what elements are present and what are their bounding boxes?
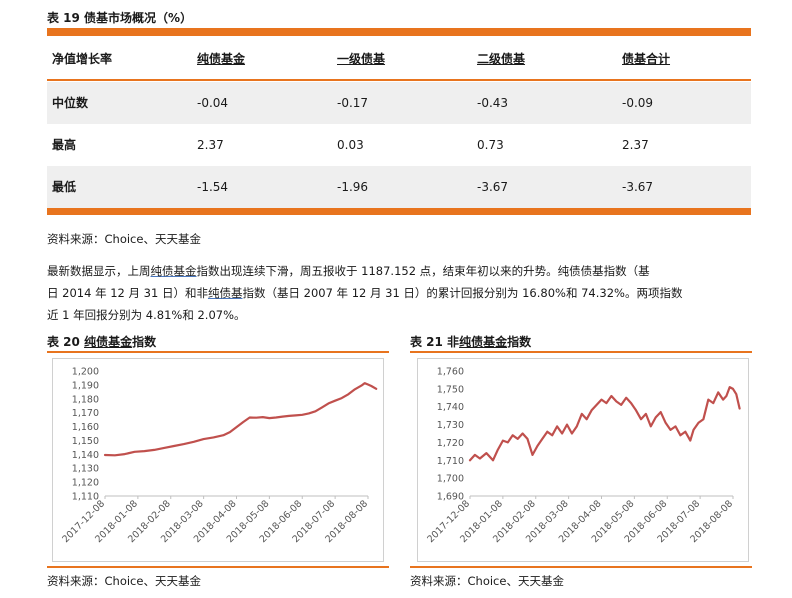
table-cell: -0.04 — [197, 96, 229, 110]
chart-title-text: 指数 — [507, 335, 532, 349]
series-line — [468, 386, 741, 462]
table-row: 中位数 -0.04 -0.17 -0.43 -0.09 — [47, 82, 751, 124]
paragraph-line: 日 2014 年 12 月 31 日）和非纯债基指数（基日 2007 年 12 … — [47, 282, 753, 304]
row-label: 中位数 — [52, 96, 89, 110]
chart-right-plot: 1,690 1,700 1,710 1,720 1,730 1,740 1,750 1,760… — [425, 367, 741, 545]
paragraph-line: 最新数据显示，上周纯债基金指数出现连续下滑，周五报收于 1187.152 点，结… — [47, 260, 753, 282]
paragraph-text: 日 2014 年 12 月 31 日）和非 — [47, 286, 208, 300]
paragraph-text: 最新数据显示，上周 — [47, 264, 151, 278]
y-tick-label: 1,170 — [72, 408, 99, 419]
table-header-rule — [47, 79, 751, 81]
y-tick-label: 1,750 — [437, 384, 464, 395]
header-cell: 一级债基 — [337, 52, 386, 66]
chart-title-text: 指数 — [132, 335, 157, 349]
y-tick-label: 1,130 — [72, 464, 99, 475]
row-label: 最高 — [52, 138, 77, 152]
header-cell: 纯债基金 — [197, 52, 246, 66]
chart-left-plot: 1,110 1,120 1,130 1,140 1,150 1,160 1,170 1,180… — [60, 367, 378, 545]
chart-title-text: 表 20 — [47, 335, 85, 349]
y-tick-label: 1,700 — [437, 474, 464, 485]
chart-title-text: 表 21 非 — [410, 335, 460, 349]
y-tick-label: 1,710 — [437, 456, 464, 467]
table-top-rule — [47, 28, 751, 36]
y-tick-label: 1,720 — [437, 438, 464, 449]
chart-left-bottom-rule — [47, 566, 389, 568]
fund-link[interactable]: 纯债基金 — [459, 335, 508, 349]
y-tick-label: 1,150 — [72, 436, 99, 447]
table-cell: -1.54 — [197, 180, 229, 194]
y-tick-label: 1,180 — [72, 394, 99, 405]
table-title: 表 19 债基市场概况（%） — [47, 11, 193, 25]
fund-link[interactable]: 纯债基金 — [150, 264, 197, 278]
table-source-note: 资料来源：Choice、天天基金 — [47, 232, 201, 246]
fund-link[interactable]: 纯债基金 — [84, 335, 133, 349]
chart-left-top-rule — [47, 351, 389, 353]
chart-right-source: 资料来源：Choice、天天基金 — [410, 574, 564, 588]
table-cell: -3.67 — [477, 180, 509, 194]
chart-right-bottom-rule — [410, 566, 752, 568]
table-cell: -1.96 — [337, 180, 369, 194]
y-tick-label: 1,160 — [72, 422, 99, 433]
paragraph-text: 指数（基日 2007 年 12 月 31 日）的累计回报分别为 16.80%和 … — [242, 286, 683, 300]
chart-right-frame: 1,690 1,700 1,710 1,720 1,730 1,740 1,750 1,760… — [417, 358, 749, 562]
paragraph-text: 指数出现连续下滑，周五报收于 1187.152 点，结束年初以来的升势。纯债债基… — [196, 264, 650, 278]
table-cell: -0.09 — [622, 96, 654, 110]
paragraph-line: 近 1 年回报分别为 4.81%和 2.07%。 — [47, 308, 246, 322]
table-cell: 2.37 — [622, 138, 649, 152]
chart-left-source: 资料来源：Choice、天天基金 — [47, 574, 201, 588]
y-tick-label: 1,140 — [72, 450, 99, 461]
series-line — [103, 382, 378, 457]
y-tick-label: 1,110 — [72, 492, 99, 503]
table-header-row: 净值增长率 纯债基金 一级债基 二级债基 债基合计 — [47, 40, 751, 78]
table-row: 最低 -1.54 -1.96 -3.67 -3.67 — [47, 166, 751, 208]
chart-right-top-rule — [410, 351, 752, 353]
table-bottom-rule — [47, 208, 751, 215]
y-tick-label: 1,190 — [72, 380, 99, 391]
chart-title-left: 表 20 纯债基金指数 — [47, 333, 156, 350]
y-tick-label: 1,740 — [437, 402, 464, 413]
header-cell: 债基合计 — [622, 52, 671, 66]
table-cell: -0.43 — [477, 96, 509, 110]
table-row: 最高 2.37 0.03 0.73 2.37 — [47, 124, 751, 166]
table-cell: 0.03 — [337, 138, 364, 152]
chart-left-frame: 1,110 1,120 1,130 1,140 1,150 1,160 1,170 1,180… — [52, 358, 384, 562]
table-cell: 2.37 — [197, 138, 224, 152]
y-tick-label: 1,690 — [437, 492, 464, 503]
table-cell: -3.67 — [622, 180, 654, 194]
y-tick-label: 1,200 — [72, 367, 99, 378]
row-label: 最低 — [52, 180, 77, 194]
y-tick-label: 1,760 — [437, 367, 464, 378]
chart-title-right: 表 21 非纯债基金指数 — [410, 333, 531, 350]
table-cell: -0.17 — [337, 96, 369, 110]
y-tick-label: 1,120 — [72, 478, 99, 489]
header-cell: 净值增长率 — [52, 52, 113, 66]
table-cell: 0.73 — [477, 138, 504, 152]
y-tick-label: 1,730 — [437, 420, 464, 431]
fund-link[interactable]: 纯债基 — [207, 286, 243, 300]
header-cell: 二级债基 — [477, 52, 526, 66]
summary-paragraph: 最新数据显示，上周纯债基金指数出现连续下滑，周五报收于 1187.152 点，结… — [47, 260, 753, 326]
